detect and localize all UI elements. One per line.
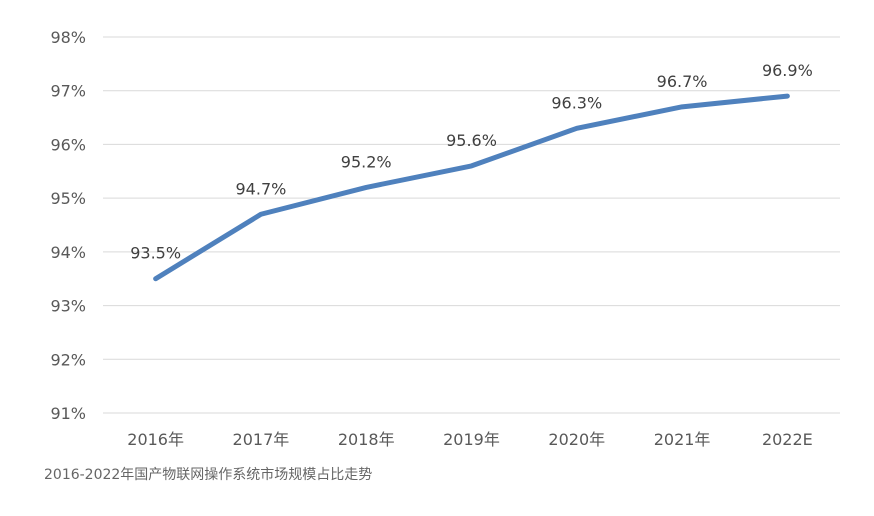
chart-caption: 2016-2022年国产物联网操作系统市场规模占比走势 <box>44 467 373 483</box>
data-label: 96.9% <box>762 61 813 80</box>
x-tick-label: 2019年 <box>443 430 500 449</box>
gridlines <box>103 36 840 414</box>
x-axis-tick-labels: 2016年 2017年 2018年 2019年 2020年 2021年 2022E <box>127 430 812 449</box>
series-line <box>153 93 790 282</box>
x-tick-label: 2018年 <box>338 430 395 449</box>
x-tick-label: 2021年 <box>654 430 711 449</box>
data-label: 94.7% <box>236 179 287 198</box>
data-label: 96.7% <box>657 72 708 91</box>
x-tick-label: 2022E <box>762 430 813 449</box>
data-label: 95.6% <box>446 131 497 150</box>
series-group <box>153 93 790 282</box>
y-tick-label: 94% <box>50 243 86 262</box>
data-label: 96.3% <box>551 93 602 112</box>
y-tick-label: 96% <box>50 135 86 154</box>
x-tick-label: 2016年 <box>127 430 184 449</box>
y-tick-label: 91% <box>50 404 86 423</box>
y-tick-label: 97% <box>50 82 86 101</box>
y-tick-label: 92% <box>50 350 86 369</box>
data-label: 95.2% <box>341 152 392 171</box>
y-tick-label: 93% <box>50 297 86 316</box>
y-tick-label: 98% <box>50 28 86 47</box>
y-tick-label: 95% <box>50 189 86 208</box>
x-tick-label: 2017年 <box>233 430 290 449</box>
data-label: 93.5% <box>130 244 181 263</box>
y-axis-tick-labels: 91% 92% 93% 94% 95% 96% 97% 98% <box>50 28 86 423</box>
data-labels: 93.5% 94.7% 95.2% 95.6% 96.3% 96.7% 96.9% <box>130 61 813 263</box>
x-tick-label: 2020年 <box>548 430 605 449</box>
